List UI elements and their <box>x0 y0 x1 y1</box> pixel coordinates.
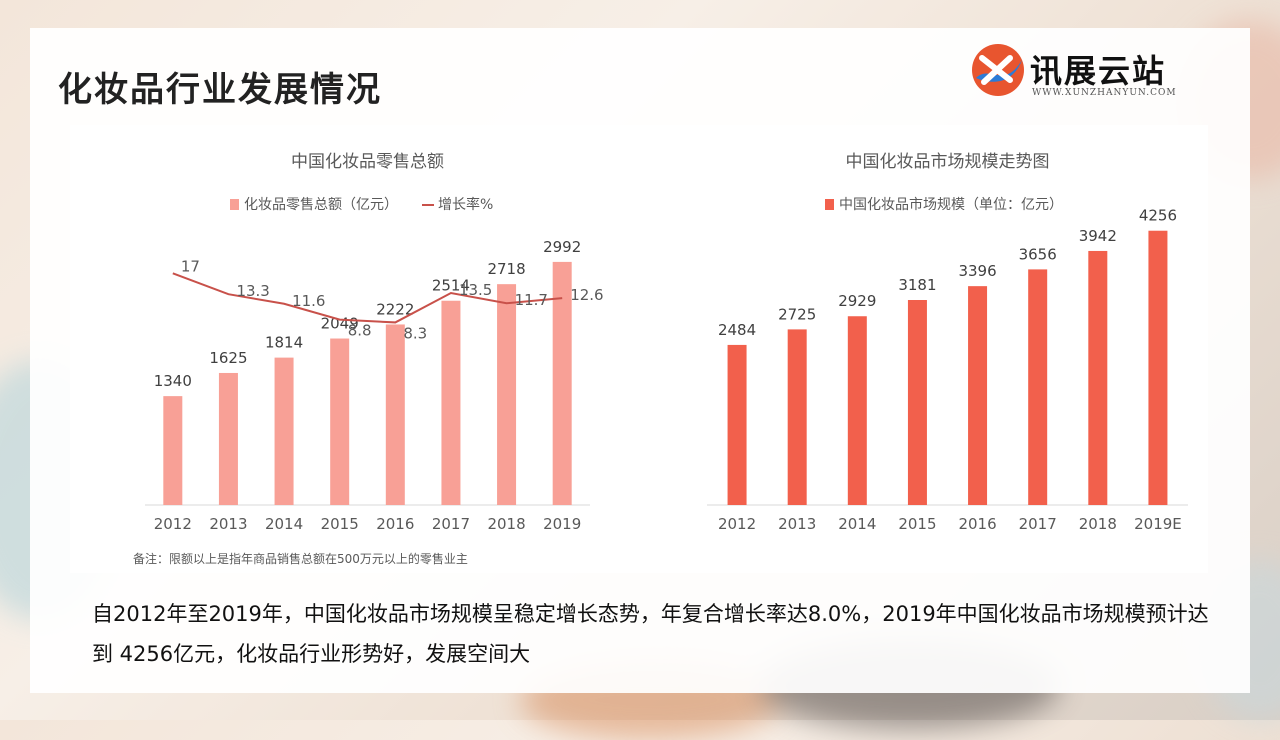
x-tick-label: 2018 <box>1079 515 1117 533</box>
bar-value-label: 2992 <box>543 238 581 256</box>
bar <box>330 338 350 505</box>
x-tick-label: 2015 <box>898 515 936 533</box>
chart-title: 中国化妆品市场规模走势图 <box>846 152 1050 172</box>
growth-rate-label: 11.6 <box>292 292 325 310</box>
growth-rate-label: 13.5 <box>459 281 492 299</box>
bar-value-label: 2222 <box>376 300 414 318</box>
bar-value-label: 4256 <box>1139 207 1177 225</box>
x-tick-label: 2014 <box>838 515 876 533</box>
chart-title: 中国化妆品零售总额 <box>291 152 444 172</box>
x-tick-label: 2012 <box>154 515 192 533</box>
x-tick-label: 2019 <box>543 515 581 533</box>
legend-label: 化妆品零售总额（亿元） <box>244 197 398 213</box>
bar-value-label: 2049 <box>321 315 359 333</box>
bar <box>385 324 405 505</box>
x-tick-label: 2016 <box>958 515 996 533</box>
page-title: 化妆品行业发展情况 <box>58 70 382 110</box>
chart-footnote: 备注：限额以上是指年商品销售总额在500万元以上的零售业主 <box>133 551 468 566</box>
growth-rate-line <box>172 272 563 324</box>
x-tick-label: 2018 <box>487 515 525 533</box>
bar-value-label: 3942 <box>1079 227 1117 245</box>
growth-rate-label: 11.7 <box>515 291 548 309</box>
logo-text: 讯展云站 <box>1030 52 1167 90</box>
bar <box>441 300 461 505</box>
bar-value-label: 1814 <box>265 334 303 352</box>
x-tick-label: 2019E <box>1134 515 1182 533</box>
bar <box>163 396 183 505</box>
bar-value-label: 3656 <box>1019 245 1057 263</box>
brand-logo: 讯展云站 WWW.XUNZHANYUN.COM <box>968 40 1208 102</box>
bar <box>1148 230 1168 506</box>
bar <box>218 372 238 505</box>
bar <box>847 316 867 505</box>
x-tick-label: 2015 <box>321 515 359 533</box>
x-tick-label: 2012 <box>718 515 756 533</box>
bar-value-label: 2718 <box>487 260 525 278</box>
bar <box>968 286 988 505</box>
bar-value-label: 1340 <box>154 372 192 390</box>
charts-panel: 中国化妆品零售总额化妆品零售总额（亿元） 增长率% 2012 2013 2014 2015… <box>70 125 1208 573</box>
bar-value-label: 3396 <box>958 262 996 280</box>
bar-value-label: 2484 <box>718 321 756 339</box>
growth-rate-label: 17 <box>181 257 200 275</box>
bar <box>552 261 572 505</box>
legend-label: 中国化妆品市场规模（单位：亿元） <box>839 196 1063 213</box>
legend-label: 增长率% <box>438 196 493 213</box>
growth-rate-label: 13.3 <box>236 282 269 300</box>
logo-mark-icon <box>972 44 1024 96</box>
logo-url: WWW.XUNZHANYUN.COM <box>1032 88 1177 98</box>
x-tick-label: 2017 <box>1019 515 1057 533</box>
x-tick-label: 2016 <box>376 515 414 533</box>
slide-panel: 化妆品行业发展情况 讯展云站 WWW.XUNZHANYUN.COM 中国化妆品零… <box>30 28 1250 693</box>
x-tick-label: 2017 <box>432 515 470 533</box>
x-tick-label: 2014 <box>265 515 303 533</box>
x-tick-label: 2013 <box>778 515 816 533</box>
bar <box>274 357 294 505</box>
legend-swatch <box>825 199 834 210</box>
bar-value-label: 2929 <box>838 292 876 310</box>
bar <box>497 284 517 505</box>
growth-rate-label: 8.3 <box>403 324 427 342</box>
legend-swatch <box>230 199 239 210</box>
bar-value-label: 3181 <box>898 276 936 294</box>
bar-value-label: 1625 <box>209 349 247 367</box>
bar-value-label: 2514 <box>432 277 470 295</box>
growth-rate-label: 8.8 <box>348 322 372 340</box>
bar <box>1088 250 1108 505</box>
bar <box>727 344 747 505</box>
x-tick-label: 2013 <box>209 515 247 533</box>
summary-text: 自2012年至2019年，中国化妆品市场规模呈稳定增长态势，年复合增长率达8.0… <box>92 602 1209 666</box>
bar <box>907 300 927 505</box>
bar <box>787 329 807 505</box>
growth-rate-label: 12.6 <box>570 286 603 304</box>
bar <box>1028 269 1048 505</box>
bar-value-label: 2725 <box>778 305 816 323</box>
